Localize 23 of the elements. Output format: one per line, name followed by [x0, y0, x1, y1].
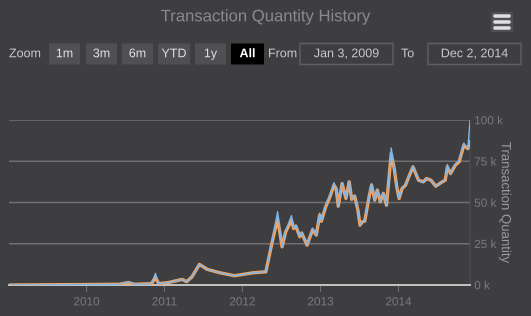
text: YTD — [162, 48, 186, 58]
x-tick-label: 2013 — [308, 297, 334, 306]
y-tick-label: 0 k — [474, 280, 490, 290]
text: 6m — [129, 48, 146, 58]
text: Zoom — [9, 48, 40, 58]
text: 1m — [56, 48, 72, 58]
y-tick-label: 100 k — [475, 116, 504, 124]
chart-title: Transaction Quantity History — [161, 9, 370, 25]
text: From — [269, 48, 296, 58]
x-tick-label: 2014 — [386, 297, 412, 306]
x-tick-label: 2010 — [74, 297, 100, 306]
text: All — [240, 48, 255, 58]
y-tick-label: 75 k — [474, 156, 496, 166]
x-tick-label: 2011 — [152, 297, 177, 306]
text: 3m — [93, 48, 110, 58]
y-tick-label: 50 k — [474, 198, 496, 207]
text: Jan 3, 2009 — [314, 48, 379, 59]
text: 1y — [204, 48, 218, 60]
y-tick-label: 25 k — [474, 239, 496, 248]
y-axis-title: Transaction Quantity — [499, 142, 512, 264]
x-tick-label: 2012 — [230, 297, 255, 306]
text: To — [401, 48, 414, 58]
text: Dec 2, 2014 — [442, 48, 508, 59]
